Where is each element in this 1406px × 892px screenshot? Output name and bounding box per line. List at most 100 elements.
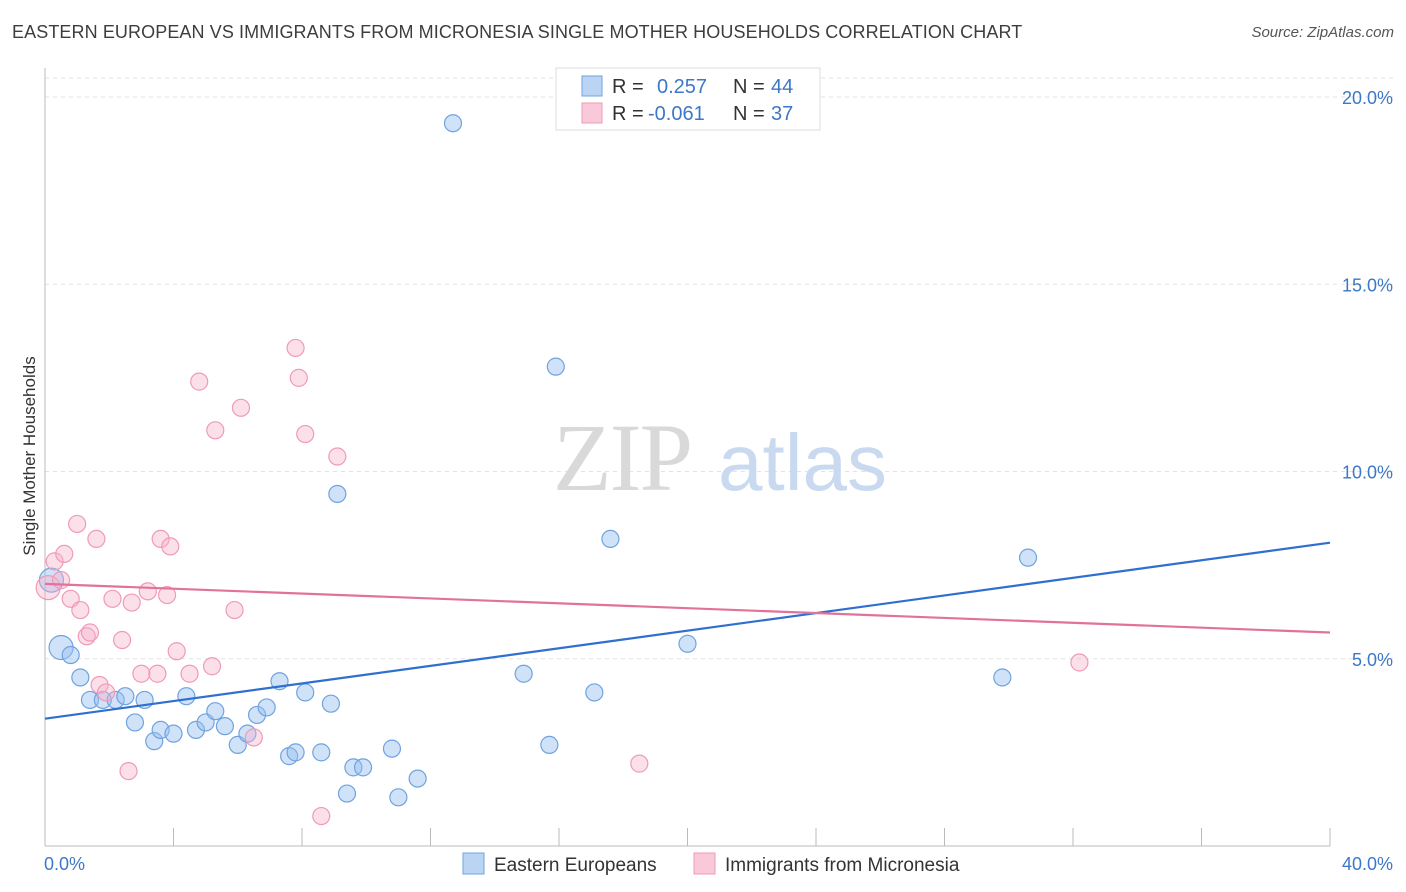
point-micronesia-12 [103,589,122,608]
legend-n-label-blue: N = [733,76,765,98]
point-eastern-european-29 [344,758,363,777]
point-micronesia-3 [55,544,74,563]
legend-n-value-blue: 44 [771,76,793,98]
point-micronesia-34 [328,447,347,466]
point-eastern-european-37 [540,735,559,754]
point-eastern-european-3 [71,668,90,687]
y-axis-label: Single Mother Households [20,356,39,555]
point-micronesia-1 [45,552,64,571]
point-micronesia-14 [119,761,138,781]
point-micronesia-5 [68,514,87,534]
point-eastern-european-4 [80,690,100,710]
point-eastern-european-33 [389,788,408,807]
point-eastern-european-26 [312,743,331,762]
watermark-zip: ZIP [553,404,691,511]
point-micronesia-2 [51,571,71,590]
point-micronesia-26 [206,421,225,440]
legend-n-value-pink: 37 [771,103,793,125]
point-micronesia-10 [90,675,109,695]
trend-lines [44,541,1331,720]
point-eastern-european-21 [257,698,276,717]
point-eastern-european-36 [514,664,533,683]
point-eastern-european-38 [546,357,565,376]
point-micronesia-11 [96,683,116,702]
watermark: ZIP atlas [553,404,887,511]
legend-swatch-pink [581,102,603,124]
point-eastern-european-7 [116,687,135,706]
point-micronesia-27 [225,600,244,620]
legend-n-label-pink: N = [733,103,765,125]
y-tick-labels: 5.0% 10.0% 15.0% 20.0% [1342,88,1393,670]
point-eastern-european-16 [206,702,225,721]
y-tick-label-3: 20.0% [1342,88,1393,108]
y-tick-label-1: 10.0% [1342,463,1393,483]
point-eastern-european-39 [585,683,604,702]
point-eastern-european-40 [601,529,620,549]
chart-title: EASTERN EUROPEAN VS IMMIGRANTS FROM MICR… [12,22,1023,42]
point-micronesia-0 [35,574,61,601]
top-legend: R = 0.257 N = 44 R = -0.061 N = 37 [555,67,821,131]
point-eastern-european-14 [186,720,206,740]
point-eastern-european-31 [337,784,357,803]
point-eastern-european-25 [296,683,315,702]
point-micronesia-22 [167,642,186,661]
point-micronesia-16 [132,664,151,683]
point-eastern-european-41 [678,634,697,653]
point-eastern-european-20 [247,705,267,725]
x-tick-label-0: 0.0% [44,854,85,874]
legend-swatch-blue [581,75,603,97]
point-eastern-european-13 [177,687,196,706]
point-micronesia-31 [289,368,308,387]
x-tick-labels: 0.0% 40.0% [44,854,1393,874]
bottom-legend-swatch-blue [462,852,485,875]
point-eastern-european-32 [382,739,402,758]
bottom-legend-label-blue: Eastern Europeans [494,855,657,876]
point-micronesia-19 [151,529,170,549]
bottom-legend-label-pink: Immigrants from Micronesia [725,855,960,876]
point-micronesia-8 [80,623,100,642]
bottom-legend: Eastern Europeans Immigrants from Micron… [462,852,960,876]
point-micronesia-25 [202,657,222,676]
y-tick-label-0: 5.0% [1352,650,1393,670]
point-micronesia-15 [122,593,141,612]
legend-r-value-blue: 0.257 [657,76,707,98]
point-eastern-european-35 [443,114,463,133]
trend-line-eastern-europeans [44,541,1331,720]
source-label: Source: ZipAtlas.com [1251,24,1394,41]
point-eastern-european-28 [328,484,347,504]
series-immigrants-micronesia [35,338,1089,826]
point-eastern-european-24 [286,743,305,762]
point-micronesia-24 [190,372,209,391]
axes [44,68,1331,847]
legend-r-value-pink: -0.061 [648,103,705,125]
series-eastern-europeans [38,114,1038,807]
point-micronesia-36 [1070,653,1089,672]
point-eastern-european-30 [353,758,373,777]
point-eastern-european-27 [321,694,341,713]
point-micronesia-17 [138,582,157,601]
point-eastern-european-10 [145,732,164,751]
legend-r-label-pink: R = [612,103,644,125]
point-eastern-european-2 [61,645,80,665]
point-micronesia-35 [630,754,649,773]
point-micronesia-32 [296,424,315,444]
point-eastern-european-1 [48,634,74,661]
point-micronesia-18 [148,664,167,683]
point-micronesia-20 [157,585,177,605]
y-tick-label-2: 15.0% [1342,275,1393,295]
trend-line-micronesia [44,582,1331,634]
point-eastern-european-12 [164,724,183,743]
point-micronesia-23 [180,664,199,683]
x-tick-label-1: 40.0% [1342,854,1393,874]
point-micronesia-28 [231,398,251,417]
point-micronesia-21 [161,537,180,556]
point-eastern-european-42 [993,668,1012,687]
point-eastern-european-43 [1018,548,1038,567]
point-micronesia-29 [244,728,263,747]
watermark-atlas: atlas [718,418,887,507]
point-micronesia-9 [87,529,106,549]
point-eastern-european-17 [215,717,234,736]
point-micronesia-13 [112,630,132,650]
bottom-legend-swatch-pink [693,852,716,875]
